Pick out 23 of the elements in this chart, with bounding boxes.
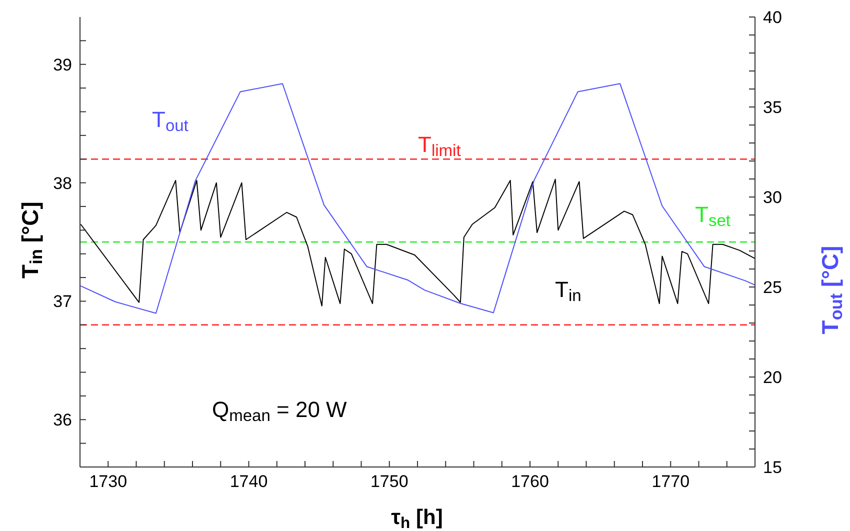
series-label: T$_{out}$ — [152, 107, 189, 136]
x-tick-label: 1730 — [89, 472, 128, 492]
y2-tick-label: 20 — [763, 368, 782, 388]
y2-tick-label: 40 — [763, 8, 782, 28]
y2-tick-label: 25 — [763, 278, 782, 298]
y-tick-label: 39 — [53, 55, 72, 74]
line-series — [80, 178, 755, 306]
y2-tick-label: 30 — [763, 188, 782, 208]
y-tick-label: 37 — [53, 292, 72, 312]
y-tick-label: 36 — [53, 410, 72, 430]
y2-tick-label: 15 — [763, 458, 782, 478]
annotation: Q$_{mean}$ = 20 W — [212, 397, 348, 426]
line-series — [80, 83, 755, 314]
x-tick-label: 1740 — [230, 472, 268, 492]
x-tick-label: 1760 — [511, 472, 549, 492]
ref-line-label: T$_{set}$ — [695, 202, 731, 230]
y2-tick-label: 35 — [763, 98, 782, 118]
x-tick-label: 1750 — [370, 472, 408, 492]
x-tick-label: 1770 — [652, 472, 690, 492]
series-label: T$_{in}$ — [555, 277, 582, 306]
x-axis-title: τ$_{h}$ [h] — [391, 506, 443, 531]
ref-line-label: T$_{limit}$ — [418, 132, 462, 160]
y-tick-label: 38 — [53, 174, 72, 193]
